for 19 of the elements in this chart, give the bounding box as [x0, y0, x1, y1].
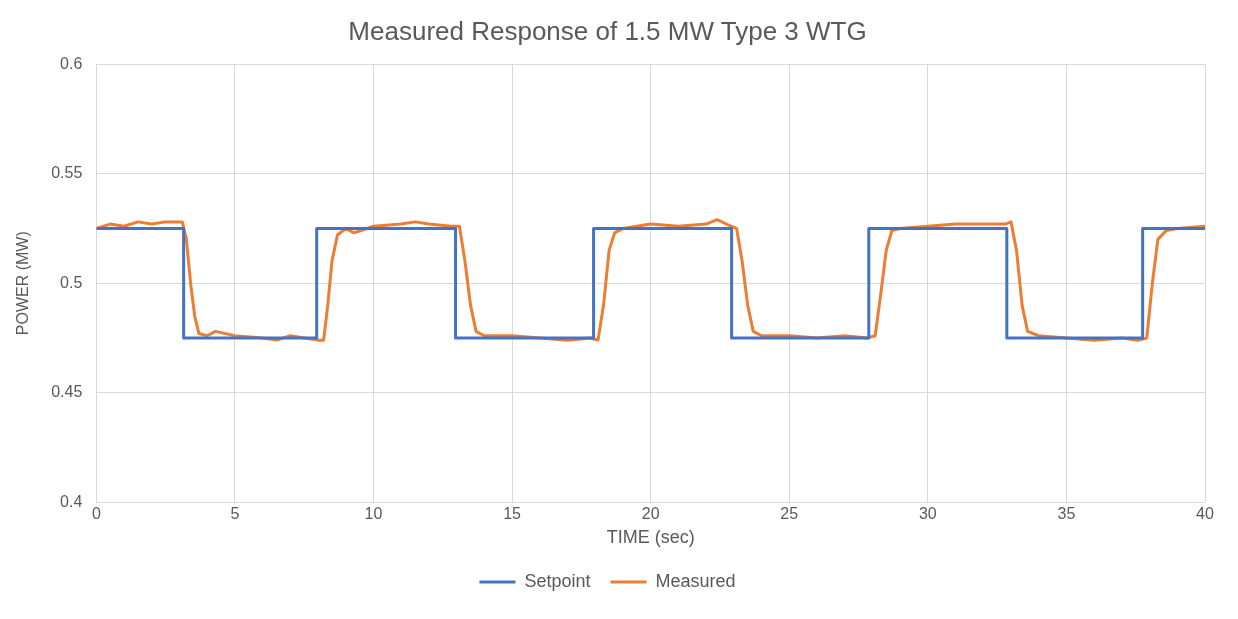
x-tick-label: 10 [364, 505, 383, 523]
x-tick-label: 20 [641, 505, 660, 523]
y-tick-label: 0.6 [60, 54, 83, 72]
legend-label: Setpoint [524, 570, 591, 591]
x-tick-label: 40 [1196, 505, 1214, 523]
x-axis-title: TIME (sec) [606, 527, 695, 548]
y-tick-label: 0.45 [51, 383, 83, 401]
y-tick-label: 0.4 [60, 492, 83, 510]
x-tick-label: 15 [503, 505, 522, 523]
x-tick-label: 0 [91, 505, 101, 523]
legend-label: Measured [655, 570, 736, 591]
x-tick-label: 25 [780, 505, 799, 523]
x-tick-label: 30 [918, 505, 937, 523]
x-tick-label: 35 [1057, 505, 1076, 523]
x-tick-label: 5 [230, 505, 240, 523]
y-tick-label: 0.5 [60, 273, 83, 291]
y-axis-title: POWER (MW) [14, 231, 32, 336]
y-tick-label: 0.55 [51, 164, 83, 182]
chart-title: Measured Response of 1.5 MW Type 3 WTG [348, 15, 867, 46]
